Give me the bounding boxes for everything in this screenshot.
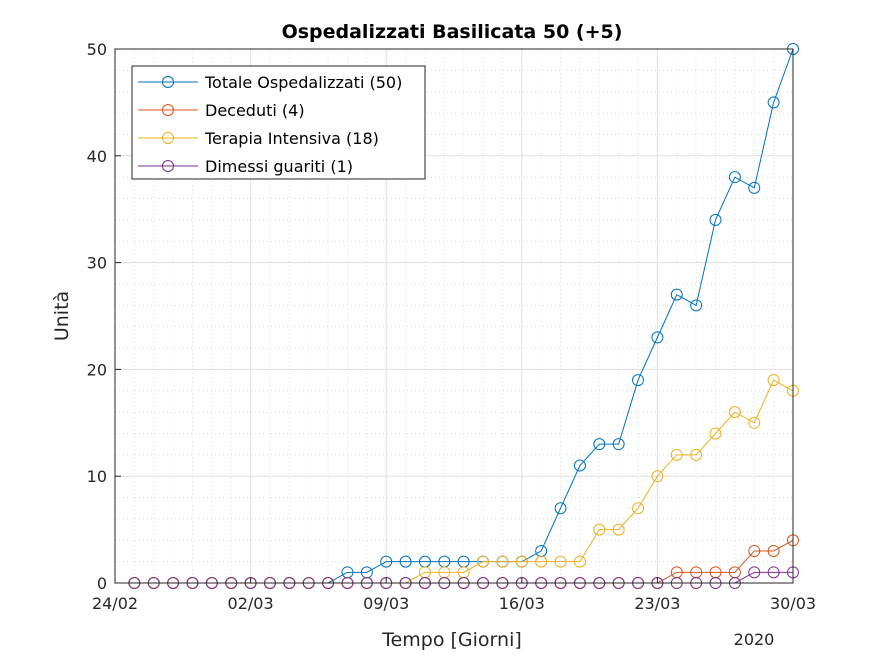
x-tick-label: 09/03 (363, 594, 409, 613)
data-point (748, 566, 761, 579)
data-point (380, 555, 393, 568)
x-axis-title: Tempo [Giorni] (381, 629, 522, 651)
x-axis-year-label: 2020 (734, 630, 775, 649)
data-point (496, 555, 509, 568)
legend-marker (162, 104, 174, 116)
x-tick-label: 16/03 (499, 594, 545, 613)
data-point (767, 374, 780, 387)
data-point (593, 438, 606, 451)
x-axis-ticks: 24/02 02/03 09/03 16/03 23/03 30/03 (92, 577, 816, 613)
y-tick-label: 0 (97, 574, 107, 593)
legend-marker (162, 132, 174, 144)
data-point (593, 523, 606, 536)
legend-label: Terapia Intensiva (18) (204, 129, 379, 148)
data-point (709, 213, 722, 226)
data-point (399, 555, 412, 568)
legend-marker (162, 160, 174, 172)
data-point (651, 470, 664, 483)
data-point (690, 299, 703, 312)
data-point (767, 544, 780, 557)
data-point (651, 331, 664, 344)
data-point (515, 555, 528, 568)
data-point (612, 438, 625, 451)
y-axis-ticks: 0 10 20 30 40 50 (87, 40, 121, 593)
data-point (554, 502, 567, 515)
legend-marker (162, 76, 174, 88)
y-axis-title: Unità (51, 291, 73, 341)
legend-label: Dimessi guariti (1) (205, 157, 353, 176)
data-point (748, 181, 761, 194)
data-point (573, 459, 586, 472)
y-tick-label: 20 (87, 360, 107, 379)
data-point (535, 555, 548, 568)
data-point (767, 566, 780, 579)
y-tick-label: 10 (87, 467, 107, 486)
data-point (748, 416, 761, 429)
y-tick-label: 40 (87, 147, 107, 166)
data-point (670, 448, 683, 461)
x-tick-label: 24/02 (92, 594, 138, 613)
plot-box (114, 48, 794, 584)
y-tick-label: 50 (87, 40, 107, 59)
data-point (709, 427, 722, 440)
data-point (573, 555, 586, 568)
y-tick-label: 30 (87, 254, 107, 273)
legend-label: Deceduti (4) (205, 101, 305, 120)
data-point (670, 288, 683, 301)
x-tick-label: 30/03 (770, 594, 816, 613)
data-point (767, 96, 780, 109)
legend-label: Totale Ospedalizzati (50) (204, 73, 402, 92)
data-point (690, 448, 703, 461)
chart-title: Ospedalizzati Basilicata 50 (+5) (282, 21, 623, 43)
data-point (554, 555, 567, 568)
data-point (477, 555, 490, 568)
data-point (748, 544, 761, 557)
x-tick-label: 02/03 (228, 594, 274, 613)
data-point (632, 374, 645, 387)
data-point (728, 171, 741, 184)
x-tick-label: 23/03 (634, 594, 680, 613)
legend-box (131, 65, 426, 180)
legend: Totale Ospedalizzati (50) Deceduti (4) Ter… (131, 65, 426, 180)
data-point (728, 406, 741, 419)
data-point (612, 523, 625, 536)
data-point (632, 502, 645, 515)
